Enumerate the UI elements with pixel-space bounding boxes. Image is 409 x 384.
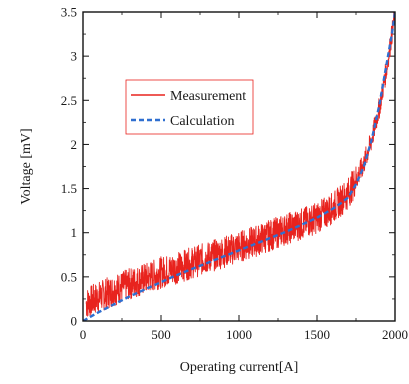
x-tick-label: 1000 [226, 327, 252, 342]
y-tick-label: 0 [71, 314, 78, 329]
legend-label-calculation: Calculation [170, 114, 235, 129]
y-tick-label: 1.5 [61, 181, 77, 196]
y-tick-label: 0.5 [61, 269, 77, 284]
legend-box [125, 79, 254, 135]
y-tick-label: 1 [71, 225, 78, 240]
x-tick-label: 1500 [304, 327, 330, 342]
legend-label-measurement: Measurement [170, 89, 246, 104]
y-tick-label: 2.5 [61, 93, 77, 108]
y-tick-label: 3 [71, 49, 78, 64]
y-tick-label: 2 [71, 137, 78, 152]
series-layer [83, 12, 395, 321]
axis-ticks [82, 11, 396, 322]
x-axis-title: Operating current[A] [180, 360, 299, 375]
y-tick-label: 3.5 [61, 5, 77, 20]
x-tick-label: 2000 [382, 327, 408, 342]
series-calculation-line [83, 12, 395, 321]
legend: Measurement Calculation [125, 79, 254, 135]
tick-labels: 0 500 1000 1500 2000 0 0.5 1 1.5 2 2.5 3 3.5 [61, 5, 408, 343]
x-tick-label: 0 [80, 327, 87, 342]
plot-frame [82, 11, 396, 322]
y-axis-title: Voltage [mV] [19, 128, 34, 204]
series-measurement-line [85, 12, 395, 317]
x-tick-label: 500 [151, 327, 171, 342]
